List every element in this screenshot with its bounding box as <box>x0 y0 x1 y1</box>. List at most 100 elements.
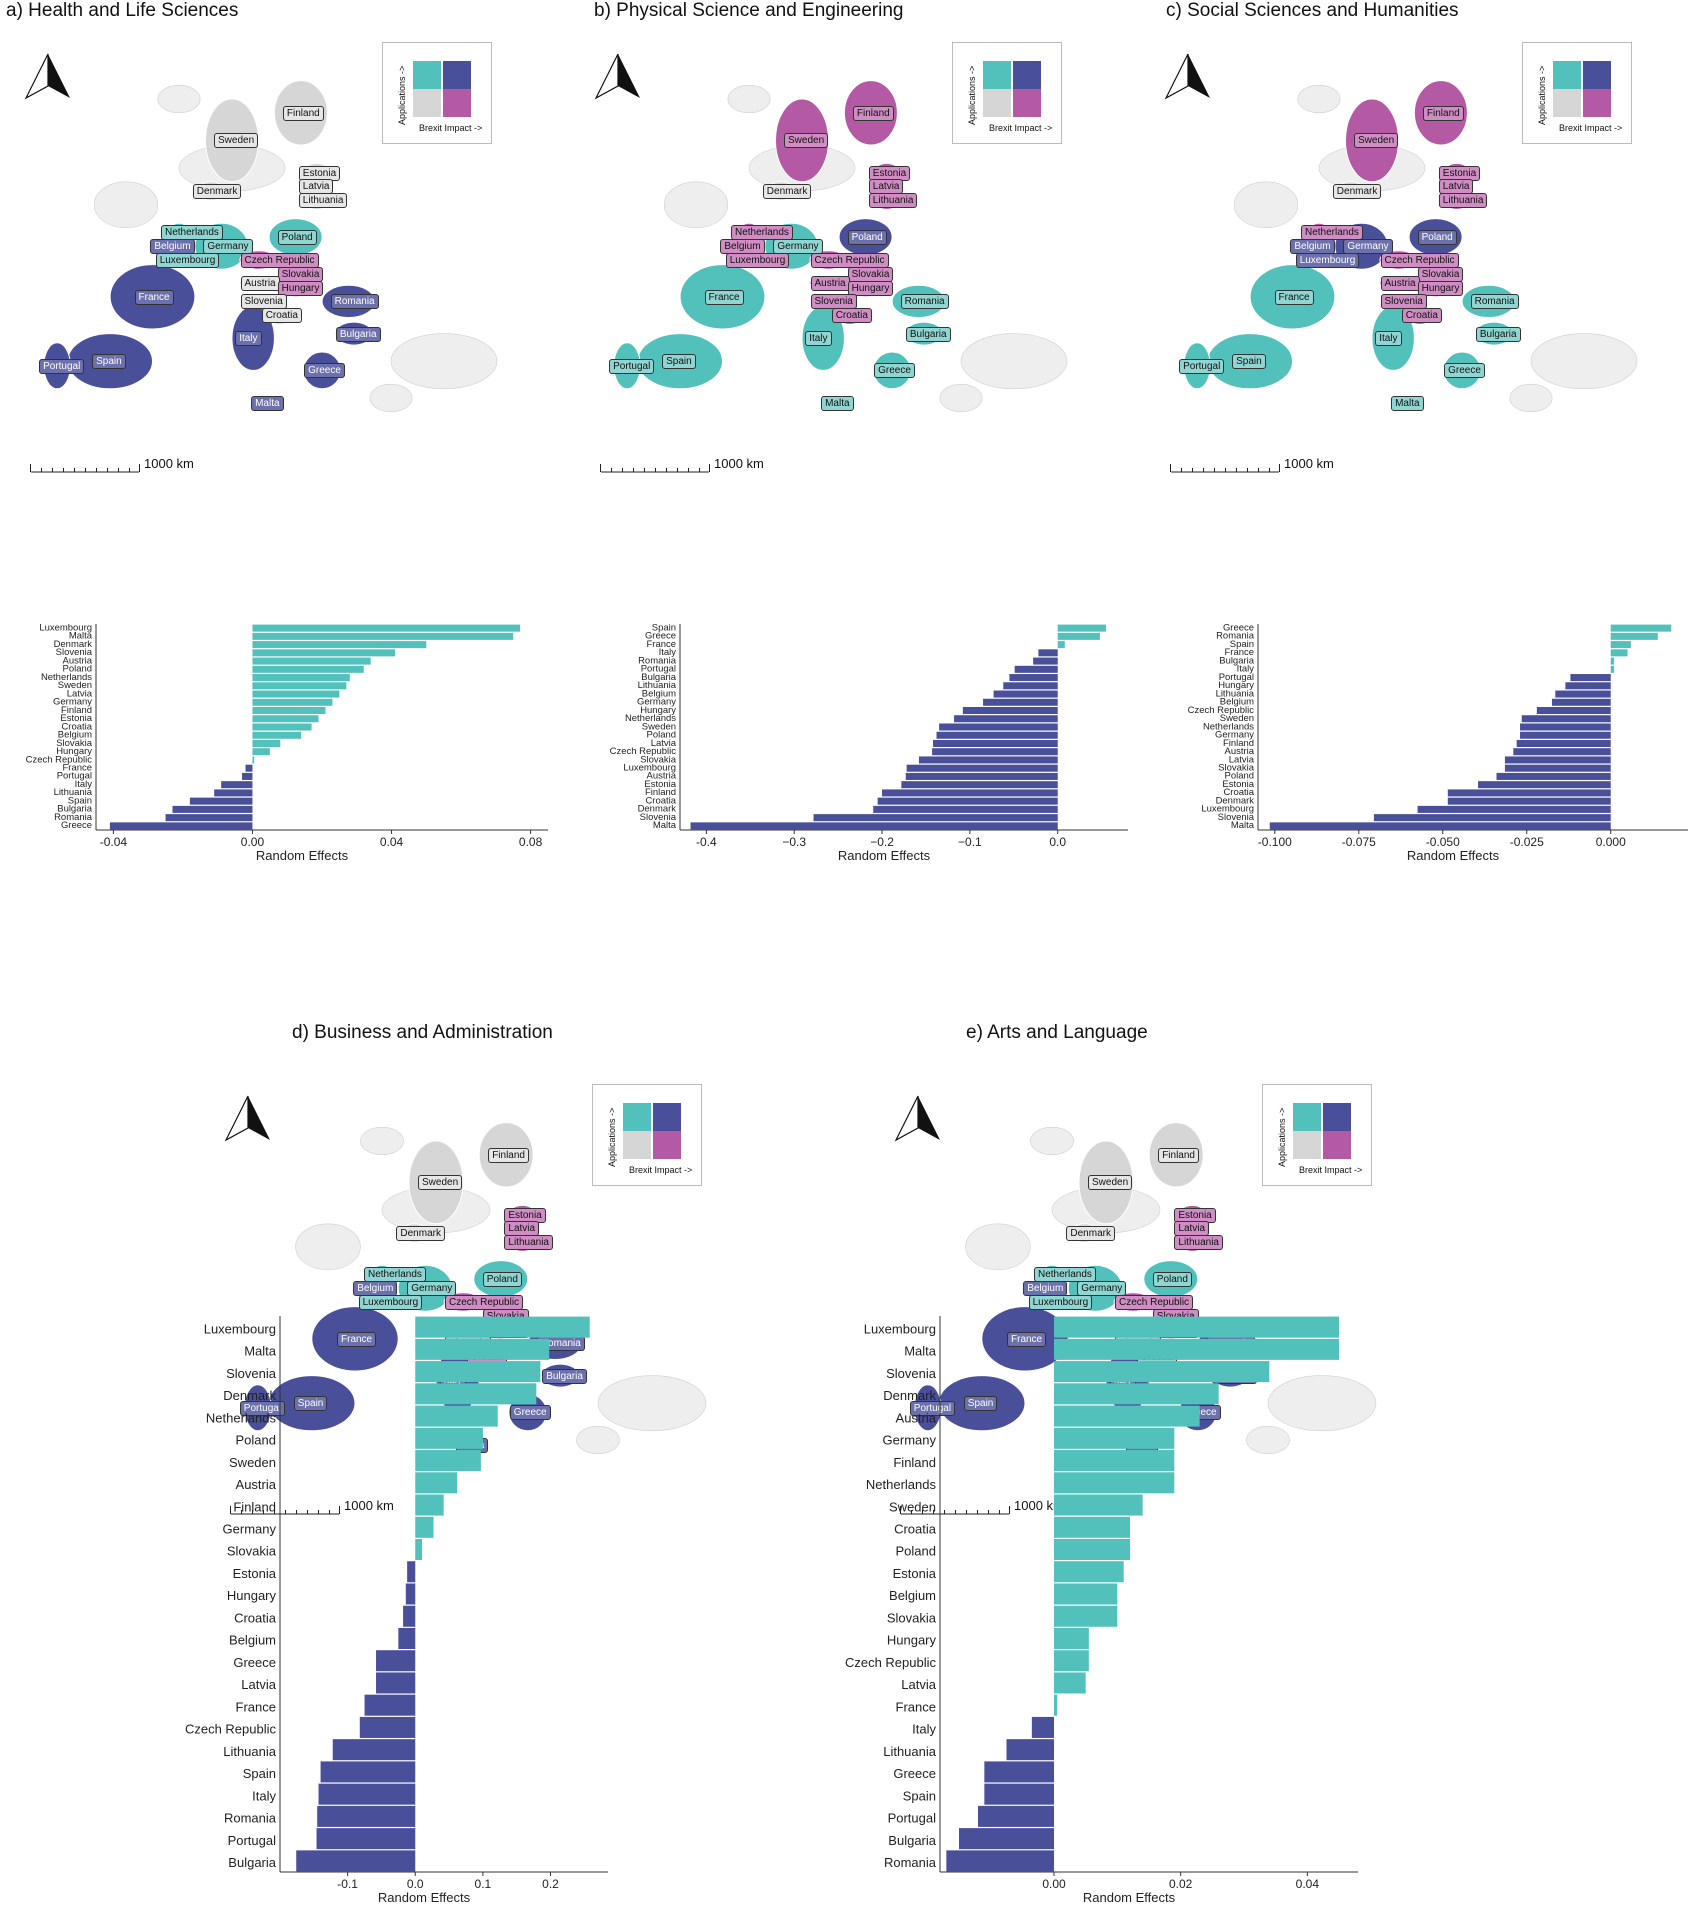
y-tick-label: Romania <box>638 655 677 666</box>
country-label-malta: Malta <box>1391 395 1424 411</box>
country-label-bulgaria: Bulgaria <box>1475 326 1521 342</box>
country-label-poland: Poland <box>277 230 317 245</box>
country-label-austria: Austria <box>1380 276 1420 291</box>
bar-germany <box>983 698 1058 706</box>
bar-estonia <box>1054 1561 1124 1583</box>
y-tick-label: Bulgaria <box>641 672 676 683</box>
x-tick-label: 0.04 <box>380 835 404 849</box>
non-eu-landmass <box>369 383 413 413</box>
bar-greece <box>109 822 253 830</box>
y-tick-label: France <box>1225 647 1254 658</box>
y-tick-label: Slovenia <box>640 812 677 823</box>
country-label-denmark: Denmark <box>396 1226 445 1241</box>
country-label-spain: Spain <box>963 1396 998 1412</box>
y-tick-label: Malta <box>244 1344 277 1359</box>
country-label-bulgaria: Bulgaria <box>335 326 381 342</box>
x-axis-label: Random Effects <box>838 848 931 863</box>
y-tick-label: Denmark <box>883 1388 936 1403</box>
random-effects-bar-chart: Luxembourg Malta Slovenia Denmark Netherland… <box>185 1316 608 1905</box>
bar-lithuania <box>332 1739 416 1761</box>
y-tick-label: Italy <box>75 779 93 790</box>
bar-portugal <box>1570 674 1611 682</box>
legend-x-label: Brexit Impact -> <box>1299 1165 1363 1175</box>
y-tick-label: Slovakia <box>227 1544 277 1559</box>
bar-estonia <box>901 781 1058 789</box>
bar-luxembourg <box>1054 1316 1339 1338</box>
bar-lithuania <box>1555 690 1611 698</box>
country-label-denmark: Denmark <box>192 184 242 199</box>
y-tick-label: France <box>647 639 676 650</box>
country-label-croatia: Croatia <box>1401 308 1442 324</box>
random-effects-bar-chart: GreeceRomaniaSpainFranceBulgariaItalyPor… <box>1188 622 1688 863</box>
north-arrow-icon <box>590 50 650 106</box>
bar-france <box>1610 649 1628 657</box>
country-label-portugal: Portugal <box>909 1400 956 1416</box>
bar-spain <box>1057 624 1107 632</box>
bar-latvia <box>1504 756 1611 764</box>
y-tick-label: Finland <box>1223 738 1254 749</box>
bar-slovakia <box>1504 764 1611 772</box>
y-tick-label: Hungary <box>887 1633 937 1648</box>
y-tick-label: Romania <box>54 812 93 823</box>
country-label-luxembourg: Luxembourg <box>155 253 220 268</box>
country-label-poland: Poland <box>482 1272 522 1287</box>
bar-portugal <box>242 772 253 780</box>
y-tick-label: Germany <box>223 1522 277 1537</box>
bivariate-legend: Applications -> Brexit Impact -> <box>1522 42 1632 144</box>
y-tick-label: Malta <box>1231 820 1255 831</box>
country-label-slovenia: Slovenia <box>810 294 857 310</box>
y-tick-label: Finland <box>893 1455 936 1470</box>
bar-croatia <box>1054 1516 1130 1538</box>
bar-slovakia <box>1054 1605 1118 1627</box>
y-tick-label: Hungary <box>640 705 676 716</box>
y-tick-label: Luxembourg <box>864 1321 936 1336</box>
country-label-italy: Italy <box>805 331 832 347</box>
y-tick-label: Hungary <box>56 746 92 757</box>
y-tick-label: Croatia <box>645 795 676 806</box>
bar-czech-republic <box>252 756 255 764</box>
y-tick-label: Lithuania <box>1216 688 1255 699</box>
non-eu-landmass <box>295 1223 361 1271</box>
x-tick-label: 0.00 <box>241 835 265 849</box>
country-label-greece: Greece <box>1444 363 1485 379</box>
bar-germany <box>415 1516 434 1538</box>
y-tick-label: Luxembourg <box>1201 804 1254 815</box>
y-tick-label: Germany <box>637 697 676 708</box>
country-label-portugal: Portugal <box>239 1400 286 1416</box>
bar-hungary <box>1054 1627 1089 1649</box>
bar-slovenia <box>1054 1361 1270 1383</box>
y-tick-label: Sweden <box>889 1499 936 1514</box>
random-effects-bar-chart: SpainGreeceFranceItalyRomaniaPortugalBul… <box>610 622 1128 863</box>
country-label-belgium: Belgium <box>150 239 195 255</box>
country-label-hungary: Hungary <box>277 280 324 296</box>
country-label-sweden: Sweden <box>214 133 259 149</box>
y-tick-label: Czech Republic <box>845 1655 937 1670</box>
country-label-malta: Malta <box>821 395 854 411</box>
y-tick-label: France <box>63 763 92 774</box>
bar-denmark <box>873 805 1058 813</box>
x-tick-label: 0.000 <box>1596 835 1626 849</box>
x-tick-label: −0.2 <box>870 835 894 849</box>
bar-sweden <box>1521 715 1611 723</box>
panel-title: a) Health and Life Sciences <box>6 0 239 21</box>
y-tick-label: Luxembourg <box>623 763 676 774</box>
bar-hungary <box>962 707 1058 715</box>
y-tick-label: Estonia <box>1222 779 1254 790</box>
bar-latvia <box>932 739 1058 747</box>
panel-social-sciences-humanities: c) Social Sciences and Humanities Finlan… <box>1140 0 1700 863</box>
y-tick-label: Greece <box>233 1655 276 1670</box>
bar-croatia <box>877 797 1058 805</box>
non-eu-landmass <box>1530 333 1638 390</box>
country-label-netherlands: Netherlands <box>364 1267 426 1283</box>
country-label-romania: Romania <box>1470 294 1519 310</box>
bar-portugal <box>1014 665 1058 673</box>
country-label-netherlands: Netherlands <box>1034 1267 1096 1283</box>
bar-france <box>364 1694 416 1716</box>
y-tick-label: Czech Republic <box>185 1722 277 1737</box>
y-tick-label: Belgium <box>1220 697 1254 708</box>
bar-romania <box>1610 632 1658 640</box>
country-label-portugal: Portugal <box>39 358 85 374</box>
bar-italy <box>1038 649 1058 657</box>
bar-slovakia <box>415 1539 423 1561</box>
scale-bar <box>1170 460 1280 474</box>
